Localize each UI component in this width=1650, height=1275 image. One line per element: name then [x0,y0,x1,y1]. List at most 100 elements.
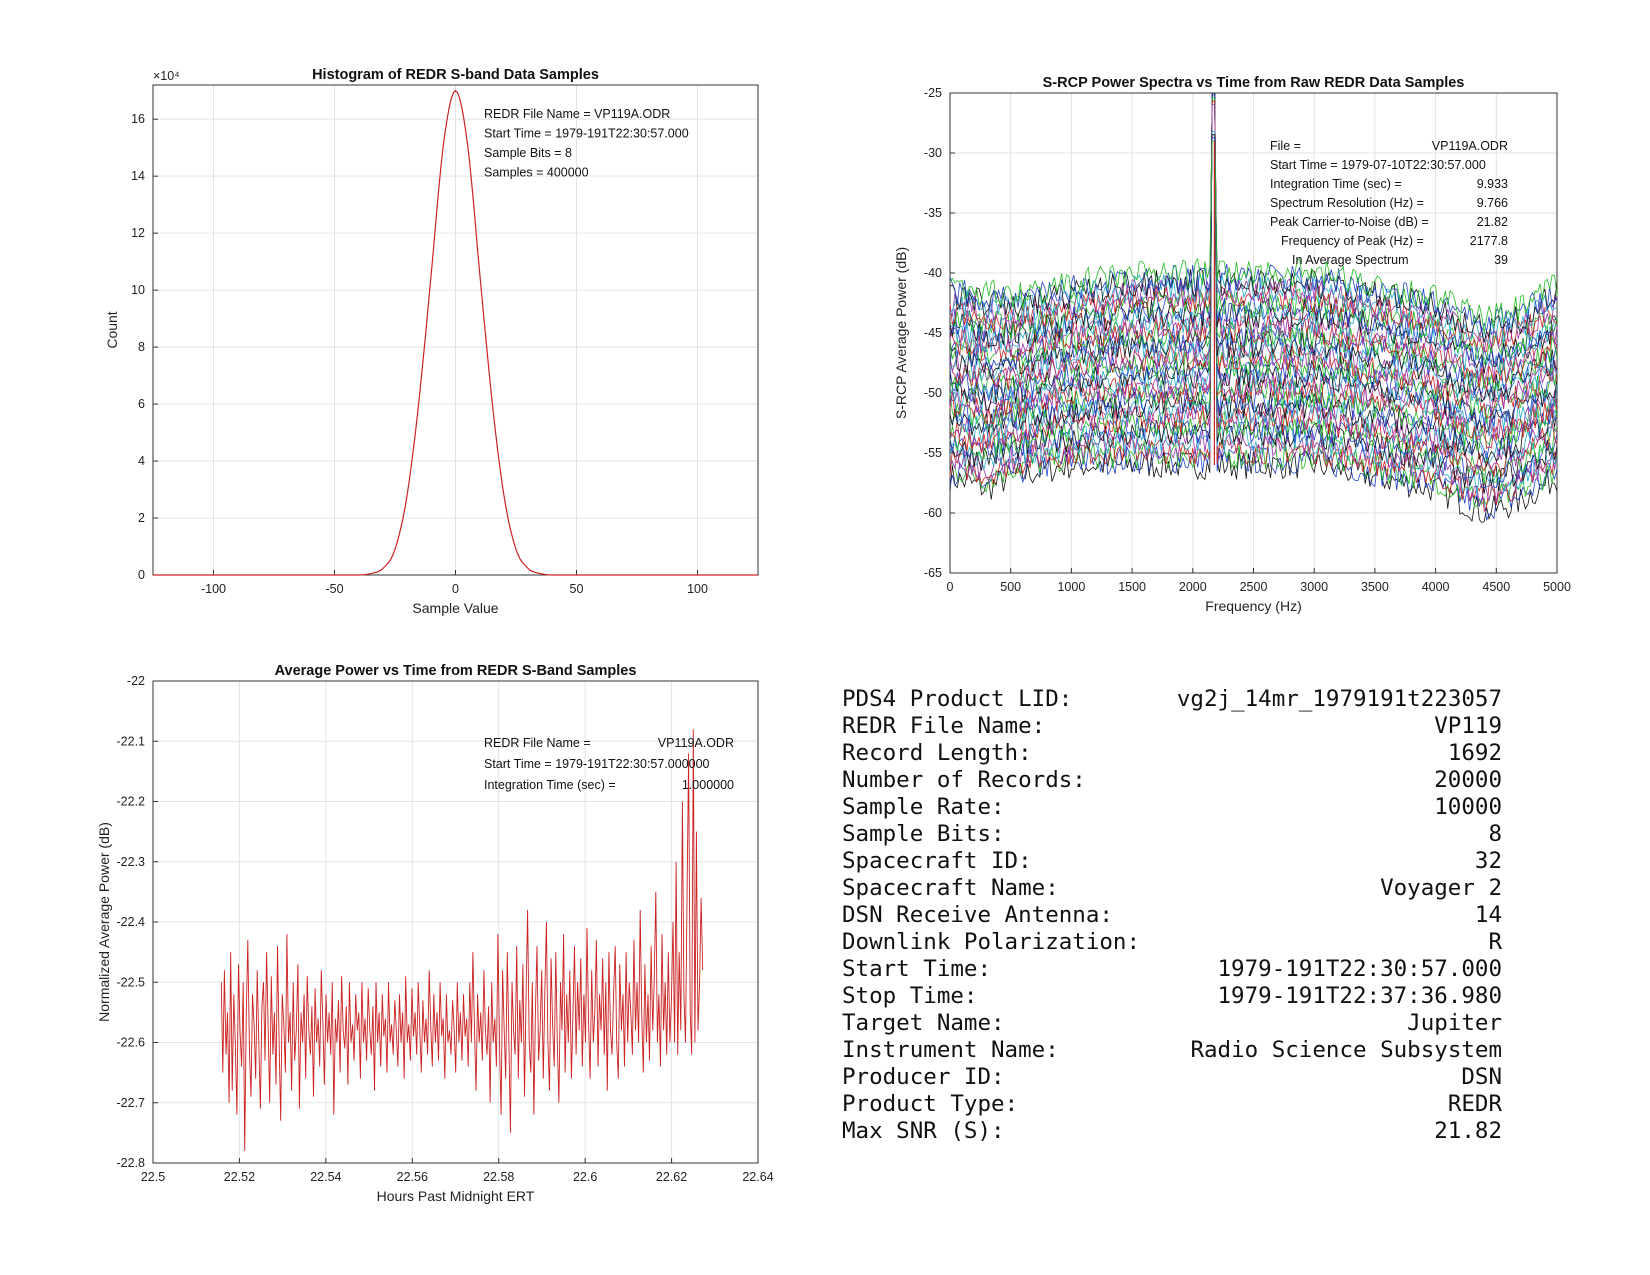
annotation-label: Integration Time (sec) = [1270,177,1402,191]
metadata-row: Product Type: REDR [842,1091,1502,1118]
metadata-value: 1979-191T22:37:36.980 [1217,983,1502,1009]
annotation-value: 2177.8 [1470,234,1508,248]
tick-label-y: -22.6 [117,1036,146,1050]
chart-1: -100 -50 0 50 100 0 2 4 6 8 10 12 14 16 Histogram of R… [104,67,759,616]
spectra-series-group [949,92,1558,523]
tick-label-y: 16 [131,112,145,126]
tick-label-x: 22.54 [310,1170,341,1184]
tick-label-y: 2 [138,511,145,525]
spectrum-line-33 [949,97,1558,365]
tick-label-x: -100 [201,582,226,596]
spectrum-line-20 [949,92,1558,427]
histogram-line [153,89,758,576]
tick-label-x: 22.56 [397,1170,428,1184]
tick-label-y: -35 [924,206,942,220]
annotation-value: 21.82 [1477,215,1508,229]
axes-frame [152,84,759,576]
metadata-value: Radio Science Subsystem [1190,1037,1502,1063]
tick-label-y: 14 [131,169,145,183]
annotation-label: Integration Time (sec) = [484,778,616,792]
spectrum-line-17 [949,92,1558,439]
axes-frame [152,680,759,1164]
annotation-label: Start Time = 1979-07-10T22:30:57.000 [1270,158,1486,172]
spectrum-line-25 [949,92,1558,403]
x-axis-label: Hours Past Midnight ERT [377,1188,535,1204]
metadata-row: DSN Receive Antenna: 14 [842,902,1502,929]
metadata-value: 32 [1474,848,1502,874]
metadata-label: Start Time: [842,956,992,982]
spectrum-line-19 [949,92,1558,434]
tick-label-x: 22.62 [656,1170,687,1184]
metadata-value: 8 [1488,821,1502,847]
tick-label-x: 22.6 [573,1170,597,1184]
metadata-row: Target Name: Jupiter [842,1010,1502,1037]
chart-title: Average Power vs Time from REDR S-Band S… [275,663,637,679]
tick-label-y: 0 [138,568,145,582]
metadata-label: Stop Time: [842,983,978,1009]
annotation-value: 9.933 [1477,177,1508,191]
tick-label-x: 4000 [1422,580,1450,594]
spectrum-line-39 [949,140,1558,334]
tick-label-x: 22.64 [742,1170,773,1184]
metadata-value: vg2j_14mr_1979191t223057 [1176,686,1502,712]
y-axis-label: Count [104,311,120,348]
annotation-label: Start Time = 1979-191T22:30:57.000000 [484,757,710,771]
annotation-value: 1.000000 [682,778,734,792]
metadata-row: Spacecraft Name: Voyager 2 [842,875,1502,902]
tick-label-y: -22.2 [117,795,146,809]
tick-label-y: -22.7 [117,1096,146,1110]
spectrum-line-23 [949,92,1558,413]
tick-label-y: 4 [138,454,145,468]
spectrum-line-6 [949,92,1558,495]
tick-label-x: 2500 [1240,580,1268,594]
y-exponent-label: ×10⁴ [153,69,180,83]
metadata-row: Sample Bits: 8 [842,821,1502,848]
x-axis-label: Sample Value [412,600,498,616]
chart-2: 0 500 1000 1500 2000 2500 3000 3500 4000 4500 5000… [893,75,1571,614]
metadata-label: Producer ID: [842,1064,1005,1090]
metadata-label: Sample Rate: [842,794,1005,820]
tick-label-y: -30 [924,146,942,160]
metadata-value: 20000 [1434,767,1502,793]
spectrum-line-14 [949,92,1558,460]
metadata-row: Max SNR (S): 21.82 [842,1118,1502,1145]
metadata-label: Record Length: [842,740,1032,766]
tick-label-x: 1500 [1118,580,1146,594]
metadata-label: REDR File Name: [842,713,1046,739]
metadata-row: Record Length: 1692 [842,740,1502,767]
tick-label-x: 22.58 [483,1170,514,1184]
tick-label-y: -65 [924,566,942,580]
tick-label-x: 22.52 [224,1170,255,1184]
annotation-value: VP119A.ODR [658,736,734,750]
metadata-row: Sample Rate: 10000 [842,794,1502,821]
metadata-value: Jupiter [1407,1010,1502,1036]
tick-label-y: -25 [924,86,942,100]
tick-label-y: 12 [131,226,145,240]
metadata-row: Downlink Polarization: R [842,929,1502,956]
metadata-value: 14 [1474,902,1502,928]
annotation-line: Start Time = 1979-191T22:30:57.000 [484,127,689,141]
tick-label-y: -60 [924,506,942,520]
metadata-label: Sample Bits: [842,821,1005,847]
metadata-row: Producer ID: DSN [842,1064,1502,1091]
tick-label-x: -50 [325,582,343,596]
annotation-label: Peak Carrier-to-Noise (dB) = [1270,215,1429,229]
spectrum-line-30 [949,92,1558,379]
tick-label-x: 3500 [1361,580,1389,594]
tick-label-x: 5000 [1543,580,1571,594]
metadata-row: Spacecraft ID: 32 [842,848,1502,875]
spectrum-line-29 [949,92,1558,382]
tick-label-y: -40 [924,266,942,280]
metadata-value: 1692 [1447,740,1502,766]
spectrum-line-36 [949,131,1558,345]
metadata-label: Product Type: [842,1091,1019,1117]
annotation-label: Spectrum Resolution (Hz) = [1270,196,1424,210]
tick-label-x: 0 [947,580,954,594]
annotation-line: Sample Bits = 8 [484,146,572,160]
spectrum-line-28 [949,92,1558,391]
tick-label-x: 50 [570,582,584,596]
spectrum-line-3 [949,92,1558,508]
tick-label-x: 0 [452,582,459,596]
annotation-value: 9.766 [1477,196,1508,210]
